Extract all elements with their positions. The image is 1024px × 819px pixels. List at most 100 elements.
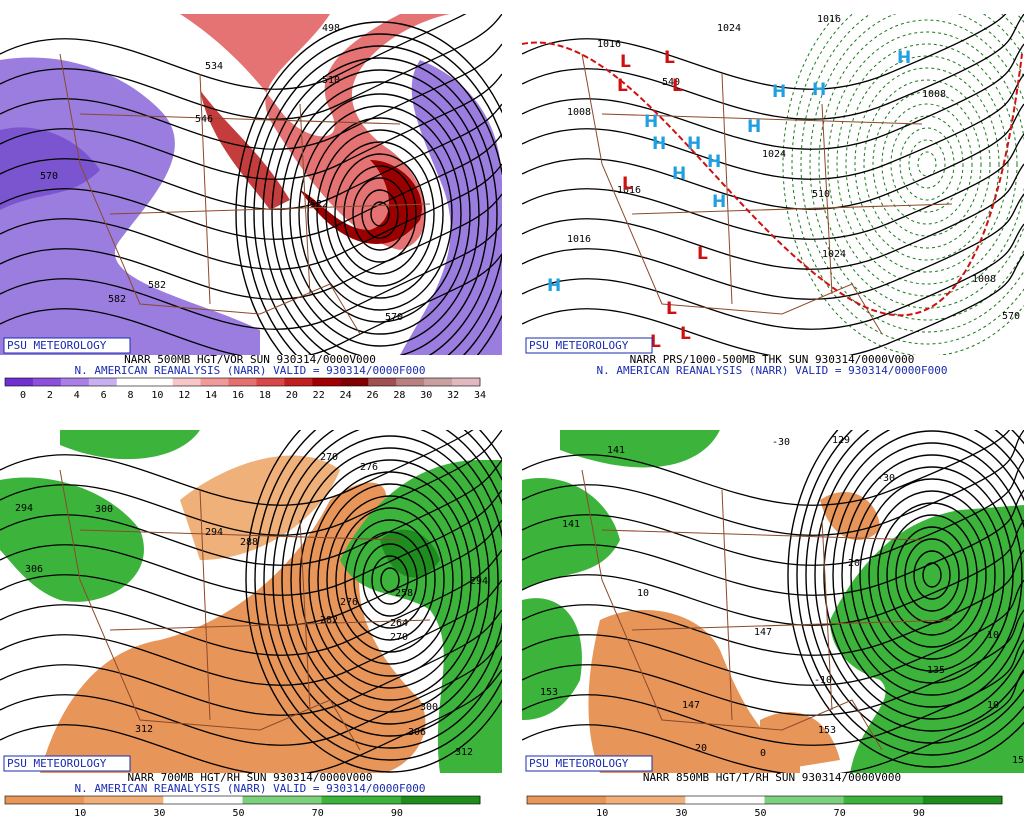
colorbar-segment bbox=[340, 378, 369, 386]
contour bbox=[522, 133, 1024, 240]
contour-label: 135 bbox=[927, 665, 945, 676]
contour bbox=[371, 555, 409, 605]
contour-label: 570 bbox=[385, 312, 403, 323]
contour bbox=[522, 609, 1024, 716]
contour-label: 534 bbox=[205, 61, 223, 72]
colorbar-segment bbox=[424, 378, 453, 386]
contour bbox=[0, 14, 467, 90]
pressure-center: H bbox=[652, 134, 666, 154]
colorbar-frame bbox=[4, 377, 481, 387]
colorbar-label: 70 bbox=[312, 808, 324, 819]
badge: PSU METEOROLOGY bbox=[7, 339, 107, 352]
contour bbox=[791, 14, 1024, 345]
colorbar-label: 10 bbox=[74, 808, 86, 819]
caption: NARR 700MB HGT/RH SUN 930314/0000V000 bbox=[127, 771, 372, 784]
badge: PSU METEOROLOGY bbox=[7, 757, 107, 770]
contour bbox=[913, 550, 951, 600]
contour-label: 294 bbox=[470, 576, 488, 587]
contour bbox=[522, 223, 1024, 330]
contour bbox=[344, 519, 436, 641]
pressure-center: H bbox=[897, 48, 911, 68]
contour bbox=[836, 43, 1018, 285]
contour bbox=[281, 435, 499, 725]
colorbar-frame bbox=[4, 795, 481, 805]
badge-box bbox=[525, 755, 653, 772]
contour bbox=[522, 43, 1024, 150]
contour-label: 306 bbox=[25, 564, 43, 575]
contour bbox=[522, 193, 1024, 300]
colorbar-label: 24 bbox=[340, 390, 352, 401]
pressure-center: H bbox=[687, 134, 701, 154]
caption: NARR 850MB HGT/T/RH SUN 930314/0000V000 bbox=[643, 771, 901, 784]
contour bbox=[917, 151, 937, 177]
colorbar-label: 0 bbox=[20, 390, 26, 401]
badge: PSU METEOROLOGY bbox=[529, 339, 629, 352]
colorbar-label: 90 bbox=[391, 808, 403, 819]
contour-label: -30 bbox=[877, 473, 895, 484]
contour bbox=[522, 430, 1024, 536]
colorbar-segment bbox=[200, 378, 230, 386]
subtitle: N. AMERICAN REANALYSIS (NARR) VALID = 93… bbox=[597, 364, 948, 377]
contour-label: 1024 bbox=[762, 149, 786, 160]
contour-label: 141 bbox=[607, 445, 625, 456]
colorbar-label: 30 bbox=[420, 390, 432, 401]
contour bbox=[317, 483, 463, 677]
contour bbox=[298, 105, 462, 323]
contour bbox=[841, 454, 1023, 696]
colorbar-frame bbox=[526, 795, 1003, 805]
contour bbox=[307, 117, 453, 311]
pressure-center: H bbox=[812, 80, 826, 100]
contour bbox=[522, 73, 1024, 180]
pressure-center: L bbox=[620, 52, 631, 72]
thickness bbox=[522, 41, 1023, 317]
contour bbox=[522, 459, 1024, 566]
contour-label: 258 bbox=[395, 588, 413, 599]
contour bbox=[0, 223, 502, 330]
pressure-center: H bbox=[712, 192, 726, 212]
colorbar-label: 30 bbox=[675, 808, 687, 819]
contour bbox=[0, 639, 502, 746]
contour bbox=[899, 127, 955, 201]
contour bbox=[0, 459, 502, 566]
colorbar-label: 22 bbox=[313, 390, 325, 401]
contour-label: 282 bbox=[320, 615, 338, 626]
colorbar-segment bbox=[84, 796, 164, 804]
contour-label: 294 bbox=[205, 527, 223, 538]
contour bbox=[0, 43, 502, 150]
colorbar-label: 2 bbox=[47, 390, 53, 401]
colorbar-segment bbox=[312, 378, 341, 386]
colorbar-label: 6 bbox=[101, 390, 107, 401]
contour bbox=[362, 543, 418, 617]
contour-label: 1024 bbox=[717, 23, 741, 34]
contour-label: 147 bbox=[682, 700, 700, 711]
pressure-center: H bbox=[644, 112, 658, 132]
contour bbox=[522, 253, 1024, 355]
map-panel: 498 534 510 546 582 570 522 582 570 bbox=[0, 14, 502, 355]
contour-label: 510 bbox=[812, 189, 830, 200]
contour-label: 147 bbox=[754, 627, 772, 638]
contour bbox=[0, 669, 502, 773]
contour-label: 312 bbox=[455, 747, 473, 758]
colorbar-segment bbox=[284, 378, 313, 386]
colorbar-segment bbox=[60, 378, 90, 386]
contour-label: 10 bbox=[987, 630, 999, 641]
pressure-center: L bbox=[617, 76, 628, 96]
contour bbox=[343, 165, 417, 263]
contour-label: -20 bbox=[842, 558, 860, 569]
colorbar-segment bbox=[368, 378, 397, 386]
colorbar-label: 4 bbox=[74, 390, 80, 401]
contour-label: 264 bbox=[390, 618, 408, 629]
caption: NARR 500MB HGT/VOR SUN 930314/0000V000 bbox=[124, 353, 376, 366]
colorbar-segment bbox=[527, 796, 607, 804]
contour bbox=[352, 177, 408, 251]
contour bbox=[0, 549, 502, 656]
contour-label: 522 bbox=[310, 199, 328, 210]
contour bbox=[280, 81, 480, 347]
colorbar-label: 18 bbox=[259, 390, 271, 401]
contour bbox=[316, 129, 444, 299]
contour bbox=[0, 489, 502, 596]
colorbar-segment bbox=[256, 378, 285, 386]
colorbar-label: 70 bbox=[834, 808, 846, 819]
contour bbox=[890, 115, 964, 213]
